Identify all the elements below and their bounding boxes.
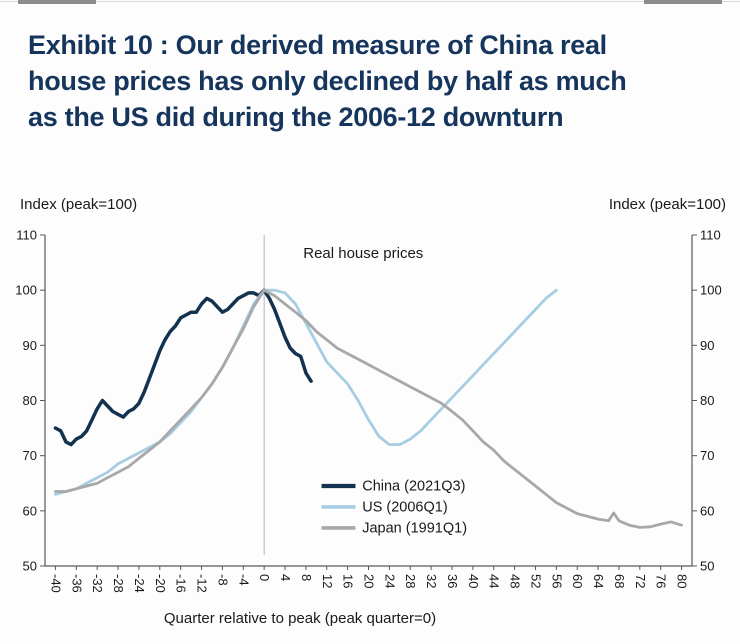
title-line-1: Exhibit 10 : Our derived measure of Chin… (28, 30, 607, 61)
title-line-3: as the US did during the 2006-12 downtur… (28, 101, 564, 132)
x-tick-label: -36 (69, 574, 84, 593)
x-tick-label: -32 (90, 574, 105, 593)
y-tick-label-right: 80 (700, 393, 714, 408)
y-tick-label-left: 100 (15, 283, 37, 298)
y-tick-label-left: 110 (16, 228, 37, 243)
y-tick-label-right: 70 (700, 448, 714, 463)
x-tick-label: -24 (132, 574, 147, 593)
y-tick-label-left: 60 (23, 503, 37, 518)
x-tick-label: 32 (424, 574, 439, 588)
x-tick-label: 0 (257, 574, 272, 581)
series-line-2 (54, 288, 683, 529)
chart-annotation: Real house prices (303, 245, 423, 262)
x-tick-label: 28 (403, 574, 418, 588)
top-border (0, 1, 740, 2)
x-tick-label: -12 (195, 574, 210, 593)
series-line-1 (54, 288, 558, 496)
x-tick-label: 16 (341, 574, 356, 588)
x-tick-label: 56 (549, 574, 564, 588)
x-tick-label: -8 (215, 574, 230, 586)
x-tick-label: 80 (675, 574, 690, 588)
x-tick-label: 4 (278, 574, 293, 581)
x-tick-label: -20 (153, 574, 168, 593)
x-tick-label: 44 (487, 574, 502, 588)
page-title: Exhibit 10 : Our derived measure of Chin… (28, 28, 720, 136)
x-tick-label: 40 (466, 574, 481, 588)
top-border-right (644, 0, 722, 4)
y-tick-label-right: 90 (700, 338, 714, 353)
title-line-2: house prices has only declined by half a… (28, 65, 627, 96)
legend-label-2: Japan (1991Q1) (362, 520, 467, 536)
x-tick-label: 36 (445, 574, 460, 588)
x-tick-label: 64 (591, 574, 606, 588)
x-tick-label: -16 (174, 574, 189, 593)
x-tick-label: 8 (299, 574, 314, 581)
x-tick-label: 48 (508, 574, 523, 588)
y-tick-label-left: 80 (23, 393, 37, 408)
x-tick-label: 52 (528, 574, 543, 588)
x-tick-label: 68 (612, 574, 627, 588)
x-tick-label: -40 (48, 574, 63, 593)
x-tick-label: 72 (633, 574, 648, 588)
series-line-0 (53, 288, 313, 447)
y-tick-label-left: 90 (23, 338, 37, 353)
legend-label-0: China (2021Q3) (362, 479, 465, 495)
y-tick-label-right: 60 (700, 503, 714, 518)
y-tick-label-right: 50 (700, 559, 714, 574)
y-tick-label-right: 100 (700, 283, 722, 298)
left-axis-title: Index (peak=100) (20, 196, 138, 213)
x-tick-label: -28 (111, 574, 126, 593)
y-tick-label-left: 70 (23, 448, 37, 463)
y-tick-label-left: 50 (23, 559, 37, 574)
right-axis-title: Index (peak=100) (608, 196, 726, 213)
x-tick-label: 60 (570, 574, 585, 588)
x-axis-title: Quarter relative to peak (peak quarter=0… (163, 610, 437, 627)
top-border-left (18, 0, 96, 4)
x-tick-label: 24 (382, 574, 397, 588)
x-tick-label: 76 (654, 574, 669, 588)
x-tick-label: -4 (236, 574, 251, 586)
x-tick-label: 20 (362, 574, 377, 588)
legend-label-1: US (2006Q1) (362, 499, 447, 515)
y-tick-label-right: 110 (700, 228, 721, 243)
x-tick-label: 12 (320, 574, 335, 588)
